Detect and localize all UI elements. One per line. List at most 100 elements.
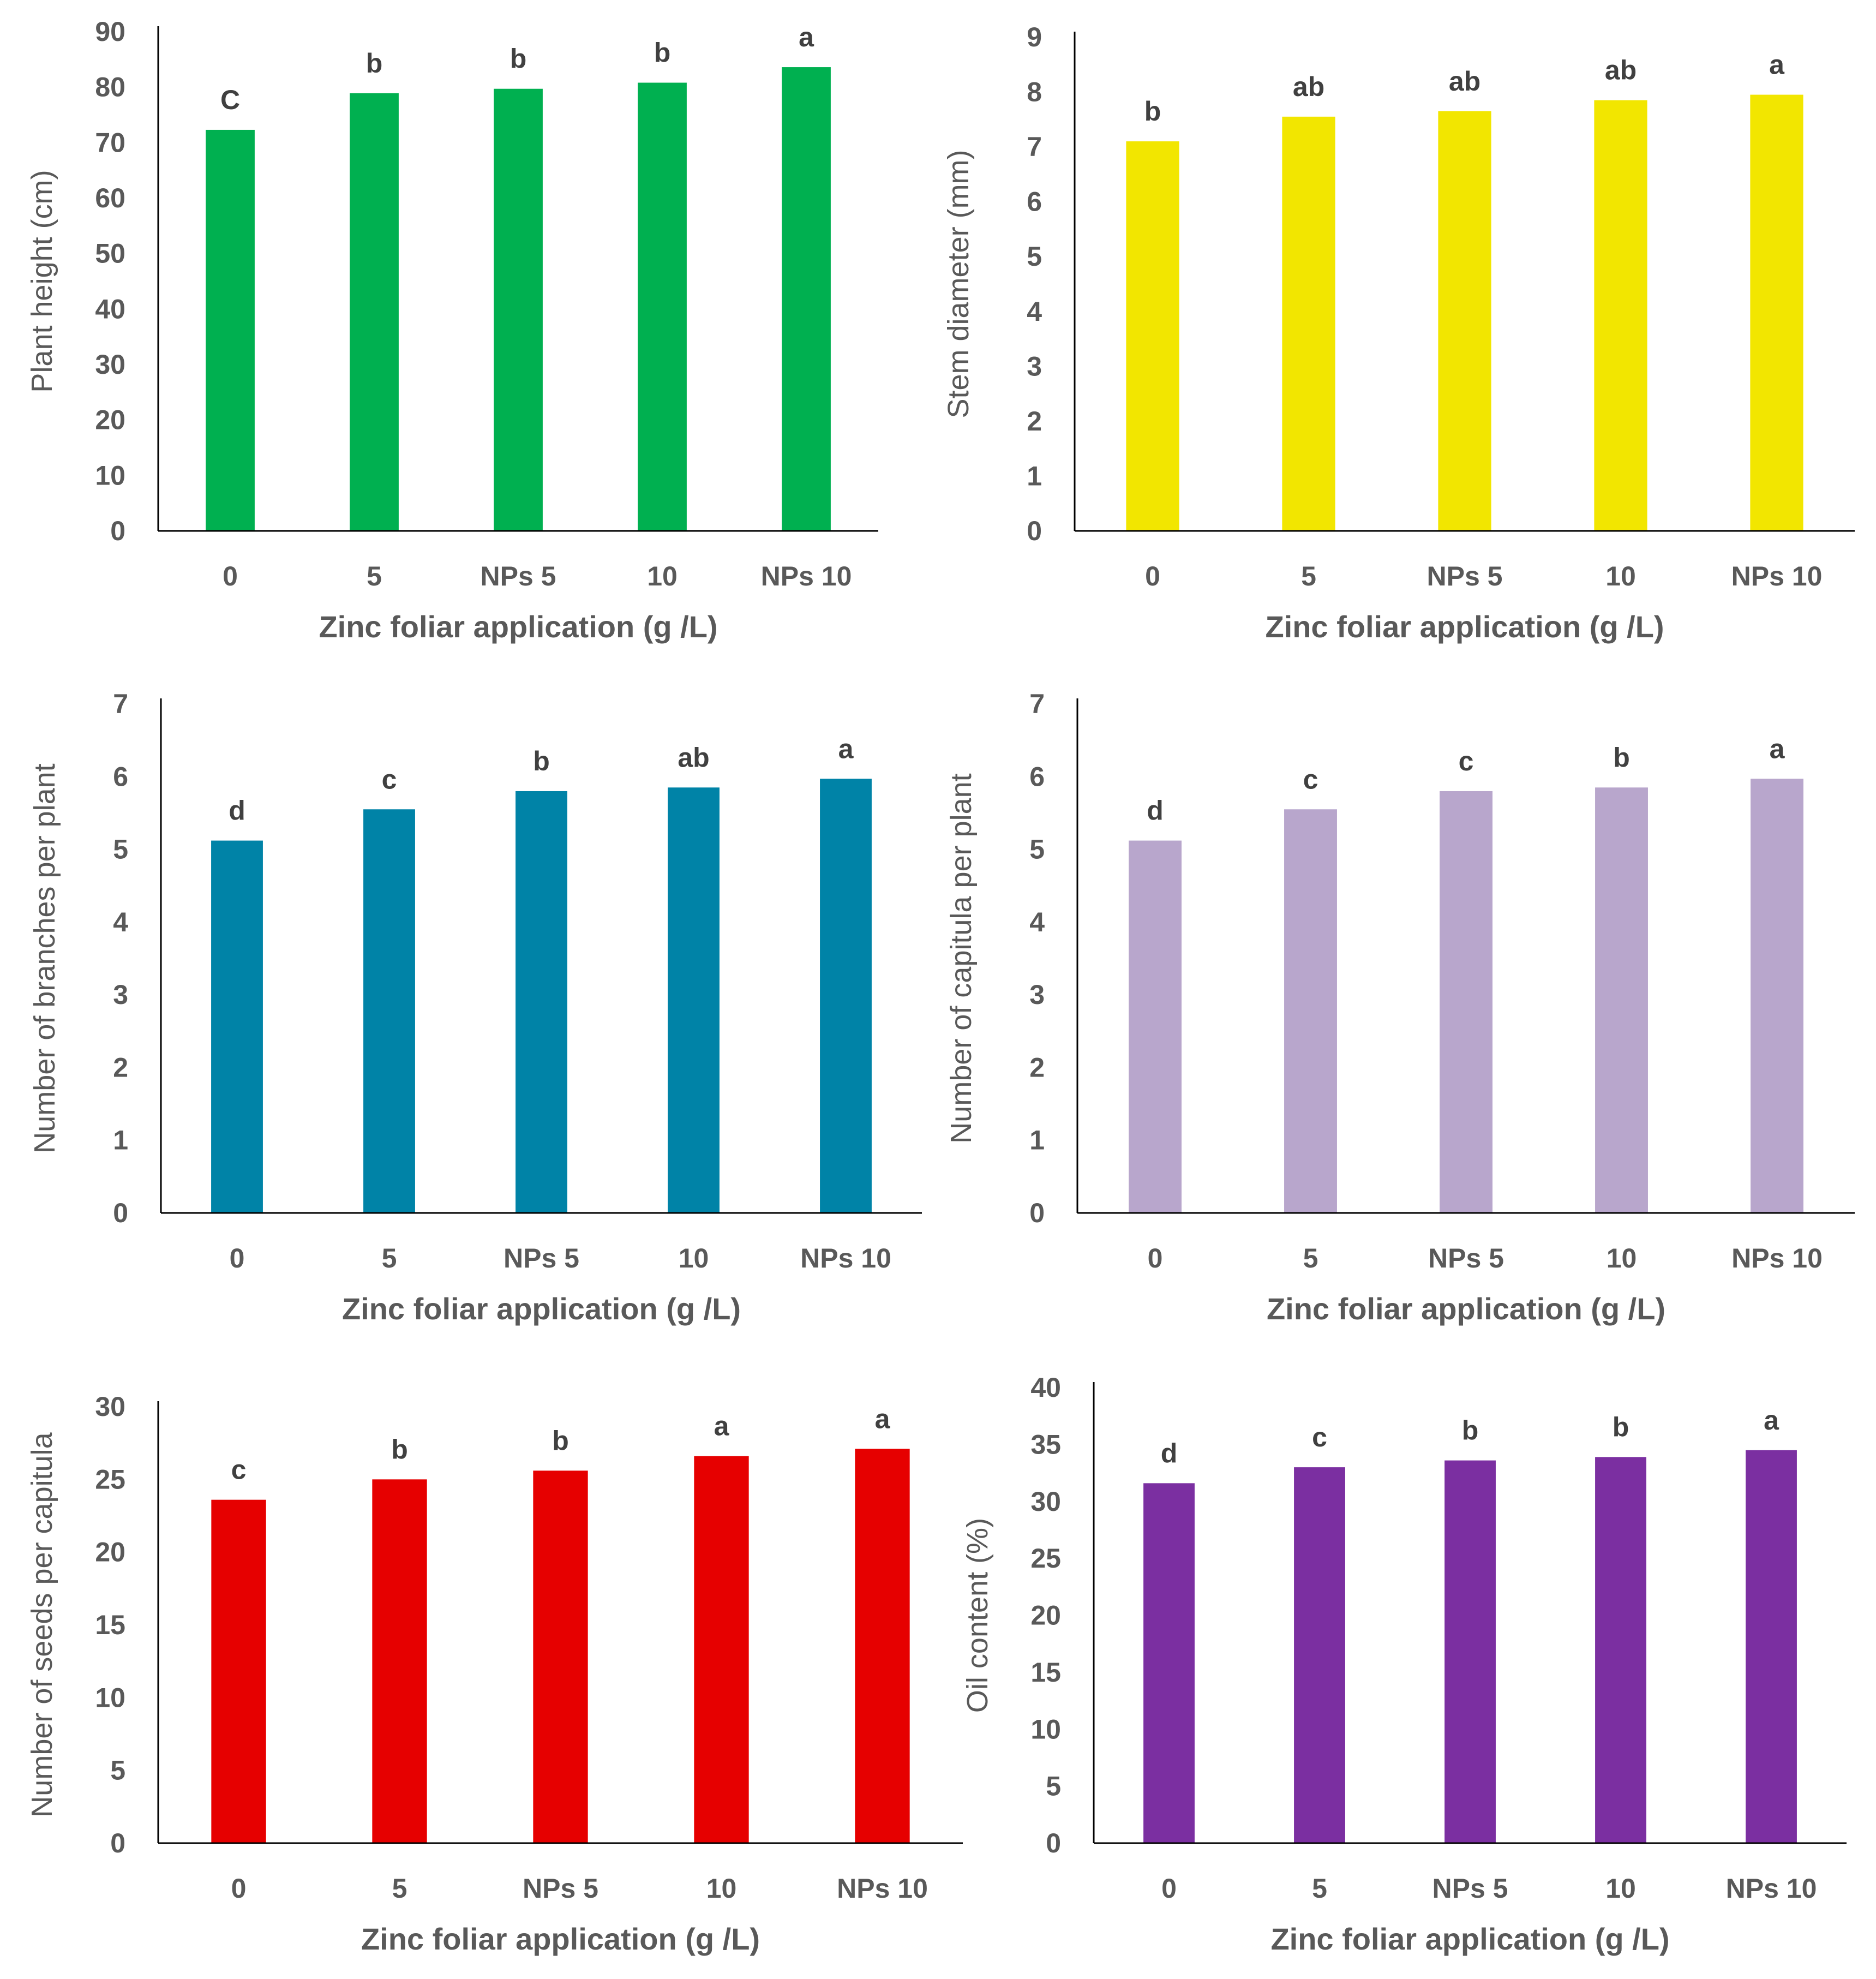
bar <box>1595 1457 1646 1843</box>
y-axis-title: Number of seeds per capitula <box>26 1432 58 1817</box>
significance-label: b <box>510 44 527 74</box>
x-tick-label: NPs 10 <box>1731 561 1823 591</box>
y-tick-label: 25 <box>1030 1543 1061 1574</box>
y-tick-label: 0 <box>110 1828 125 1858</box>
y-tick-label: 7 <box>113 689 128 719</box>
x-tick-label: 10 <box>706 1873 737 1904</box>
y-tick-label: 4 <box>1027 296 1042 327</box>
y-tick-label: 0 <box>113 1198 128 1228</box>
x-axis-title: Zinc foliar application (g /L) <box>361 1922 760 1956</box>
y-tick-label: 7 <box>1027 131 1042 162</box>
y-tick-label: 35 <box>1030 1429 1061 1460</box>
significance-label: a <box>1769 50 1785 80</box>
y-tick-label: 10 <box>95 1682 125 1713</box>
x-tick-label: NPs 10 <box>800 1243 891 1274</box>
y-tick-label: 4 <box>1029 907 1045 937</box>
significance-label: C <box>220 85 240 115</box>
y-tick-label: 6 <box>113 761 128 792</box>
bar <box>211 1499 266 1843</box>
significance-label: d <box>229 796 245 826</box>
chart-panel-6: 0 5 10 15 20 25 30 35 40 d 0 c 5 b NPs 5 b 10 a NPs 10 Zinc… <box>961 1372 1847 1956</box>
x-tick-label: 5 <box>392 1873 407 1904</box>
y-tick-label: 0 <box>1029 1198 1045 1228</box>
y-tick-label: 25 <box>95 1464 125 1494</box>
significance-label: b <box>654 38 671 68</box>
significance-label: b <box>1613 742 1630 773</box>
x-tick-label: 10 <box>1607 1243 1637 1274</box>
y-tick-label: 30 <box>95 1391 125 1422</box>
x-tick-label: 0 <box>231 1873 247 1904</box>
significance-label: b <box>391 1434 408 1464</box>
y-tick-label: 2 <box>113 1052 128 1083</box>
x-tick-label: 5 <box>1312 1873 1327 1904</box>
bar <box>1126 141 1179 531</box>
significance-label: d <box>1147 796 1164 826</box>
y-tick-label: 9 <box>1027 22 1042 52</box>
significance-label: b <box>1613 1412 1629 1442</box>
y-tick-label: 70 <box>95 127 125 158</box>
chart-panel-3: 0 1 2 3 4 5 6 7 d 0 c 5 b NPs 5 ab 10 a NPs 10 Zinc foliar… <box>28 689 922 1326</box>
significance-label: c <box>1303 764 1318 794</box>
y-tick-label: 90 <box>95 16 125 47</box>
bar <box>494 88 543 531</box>
bar <box>516 791 567 1213</box>
y-tick-label: 1 <box>1029 1125 1045 1156</box>
x-axis-title: Zinc foliar application (g /L) <box>319 609 717 644</box>
y-tick-label: 15 <box>1030 1657 1061 1688</box>
chart-panel-5: 0 5 10 15 20 25 30 c 0 b 5 b NPs 5 a 10 a NPs 10 Zinc fol… <box>26 1391 963 1956</box>
x-tick-label: 0 <box>1161 1873 1177 1904</box>
bar <box>350 93 399 531</box>
y-tick-label: 10 <box>1030 1714 1061 1744</box>
y-tick-label: 5 <box>1029 834 1045 865</box>
y-tick-label: 5 <box>1027 241 1042 272</box>
y-tick-label: 40 <box>95 294 125 324</box>
significance-label: a <box>1764 1405 1779 1436</box>
y-tick-label: 60 <box>95 183 125 213</box>
x-tick-label: 0 <box>1145 561 1160 591</box>
y-tick-label: 40 <box>1030 1372 1061 1403</box>
x-axis-title: Zinc foliar application (g /L) <box>1267 1292 1665 1326</box>
significance-label: ab <box>678 742 709 773</box>
y-tick-label: 6 <box>1027 187 1042 217</box>
y-axis-title: Stem diameter (mm) <box>942 150 975 418</box>
x-tick-label: NPs 5 <box>1427 561 1503 591</box>
x-axis-title: Zinc foliar application (g /L) <box>1270 1922 1669 1956</box>
x-tick-label: NPs 10 <box>1726 1873 1817 1904</box>
y-tick-label: 20 <box>1030 1600 1061 1631</box>
bar <box>1440 791 1493 1213</box>
bar <box>1750 94 1803 531</box>
bar <box>1751 779 1803 1213</box>
y-tick-label: 80 <box>95 72 125 103</box>
y-tick-label: 1 <box>1027 461 1042 491</box>
significance-label: ab <box>1293 71 1324 102</box>
y-axis-title: Number of capitula per plant <box>945 773 978 1143</box>
bar <box>1143 1483 1195 1843</box>
y-tick-label: 0 <box>1027 516 1042 546</box>
bar <box>1129 840 1182 1213</box>
y-tick-label: 8 <box>1027 77 1042 107</box>
y-tick-label: 3 <box>113 979 128 1010</box>
significance-label: a <box>1770 733 1785 764</box>
y-axis-title: Plant height (cm) <box>26 170 58 392</box>
chart-panel-4: 0 1 2 3 4 5 6 7 d 0 c 5 c NPs 5 b 10 a NPs 10 Zinc foliar … <box>945 689 1855 1326</box>
bar <box>1445 1460 1496 1843</box>
significance-label: b <box>366 48 383 79</box>
bar <box>1284 809 1337 1213</box>
x-tick-label: NPs 5 <box>1433 1873 1508 1904</box>
significance-label: ab <box>1605 55 1637 86</box>
bar <box>1746 1450 1797 1843</box>
x-tick-label: 0 <box>1148 1243 1163 1274</box>
x-tick-label: 10 <box>679 1243 709 1274</box>
significance-label: c <box>1312 1422 1327 1452</box>
bar <box>206 129 255 531</box>
y-tick-label: 4 <box>113 907 128 937</box>
significance-label: b <box>552 1425 569 1456</box>
bar <box>855 1449 910 1843</box>
y-tick-label: 5 <box>1046 1771 1061 1802</box>
x-tick-label: 5 <box>382 1243 397 1274</box>
chart-panel-1: 0 10 20 30 40 50 60 70 80 90 C 0 b 5 b NPs 5 b 10 a NPs 10 Z… <box>26 16 878 644</box>
significance-label: a <box>799 22 814 52</box>
x-tick-label: NPs 5 <box>481 561 556 591</box>
x-tick-label: NPs 10 <box>837 1873 928 1904</box>
